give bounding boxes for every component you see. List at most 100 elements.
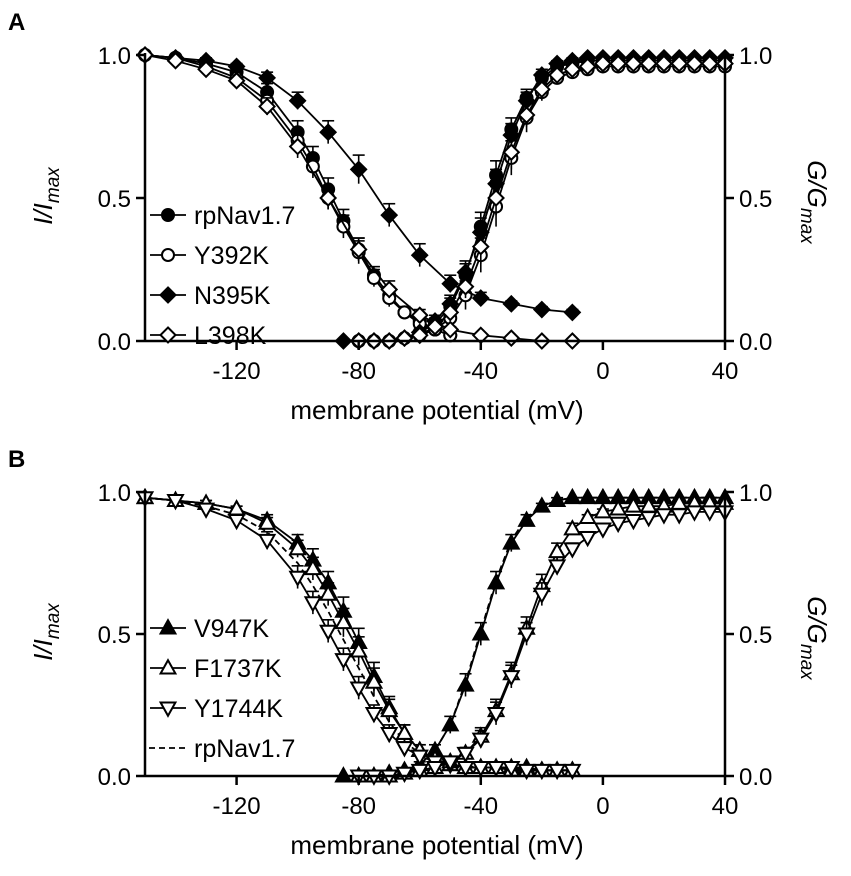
activation-fit-line [358,502,725,777]
left-y-axis-title-main: I/I [28,203,58,225]
inactivation-data-point [486,761,506,778]
activation-data-point [547,541,567,559]
activation-data-point [700,54,719,73]
inactivation-data-point [334,612,353,630]
activation-data-point [532,80,551,99]
inactivation-data-point [349,641,368,658]
right-y-tick-label: 1.0 [739,480,772,507]
panel-letter: B [8,446,25,473]
inactivation-data-point [380,726,399,744]
activation-data-point [624,54,643,73]
activation-data-point [425,761,445,778]
inactivation-data-point [319,624,338,642]
legend-marker [161,248,175,262]
activation-data-point [487,189,505,207]
legend-label: F1737K [194,655,282,683]
legend-item: rpNav1.7 [150,202,295,230]
activation-data-point [593,487,613,505]
inactivation-data-point [517,763,536,781]
x-tick-label: -120 [213,793,261,820]
activation-data-point [395,766,414,784]
legend-marker [159,286,177,304]
activation-data-point [502,670,521,687]
inactivation-data-point [166,494,185,511]
activation-data-point [410,326,429,345]
inactivation-data-point [288,137,307,156]
right-y-tick-label: 0.5 [739,622,772,649]
activation-data-point [441,303,460,322]
x-axis-title: membrane potential (mV) [290,830,583,860]
activation-data-point [517,627,536,644]
x-tick-label: -80 [341,358,376,385]
left-y-axis-title-main: I/I [28,639,58,661]
activation-data-point [624,496,643,513]
legend-item: F1737K [150,655,282,683]
activation-data-point [700,505,719,522]
activation-data-point [593,502,613,519]
legend-label: rpNav1.7 [194,202,295,230]
left-y-axis-title: I/Imax [28,602,64,661]
activation-data-point [563,60,582,79]
activation-data-point [471,732,490,749]
right-y-axis-title-main: G/G [802,160,832,208]
legend-marker [161,208,175,222]
inactivation-data-point [410,246,429,265]
inactivation-data-point [471,289,490,308]
inactivation-data-point [303,558,323,576]
activation-data-point [563,542,582,559]
legend-label: V947K [194,615,269,643]
legend-item: L398K [150,322,267,350]
x-tick-label: -120 [213,358,261,385]
activation-fit-line [358,511,725,777]
inactivation-data-point [395,723,414,740]
activation-data-point [563,519,582,536]
inactivation-data-point [227,71,246,90]
inactivation-data-point [395,741,414,758]
inactivation-data-point [288,538,307,556]
left-y-tick-label: 0.5 [98,186,131,213]
activation-data-point [593,54,612,73]
activation-data-point [685,54,704,73]
legend-marker [158,701,178,718]
activation-data-point [471,237,490,256]
legend-item: Y392K [150,242,269,270]
activation-data-point [547,490,567,507]
inactivation-data-point [502,761,521,778]
inactivation-data-point [410,749,429,766]
inactivation-data-point [334,653,353,670]
activation-data-point [441,715,460,732]
inactivation-data-point [258,97,277,116]
legend-label: N395K [194,282,271,310]
activation-data-point [471,624,490,641]
inactivation-data-point [547,763,567,781]
left-y-tick-label: 1.0 [98,43,131,70]
inactivation-data-point [471,761,490,778]
legend: rpNav1.7 Y392K N395K L398K [150,202,295,350]
inactivation-data-point [410,306,429,325]
inactivation-data-point [349,160,368,179]
inactivation-data-point [502,294,521,313]
x-tick-label: 0 [596,793,609,820]
activation-data-point [563,487,582,505]
left-y-axis-title-sub: max [43,602,64,639]
panel-b: B-120 -80 -40 0 400.0 0.00.5 0.51.0 1.0membrane… [8,446,832,860]
left-y-tick-label: 0.0 [98,329,131,356]
left-y-tick-label: 0.0 [98,764,131,791]
left-y-axis-title-sub: max [43,166,64,203]
inactivation-data-point [319,123,338,142]
panel-a: A-120 -80 -40 0 400.0 0.00.5 0.51.0 1.0membrane… [8,9,832,425]
activation-data-point [486,573,506,590]
right-y-axis-title-sub: max [796,208,817,245]
inactivation-data-point [397,305,412,320]
x-axis-title: membrane potential (mV) [290,395,583,425]
inactivation-data-point [502,329,521,348]
right-y-axis-title-sub: max [796,644,817,681]
legend-item: rpNav1.7 [149,735,295,763]
activation-data-point [639,54,658,73]
activation-data-point [578,487,597,505]
activation-data-point [426,317,444,336]
activation-data-point [609,516,628,534]
activation-data-point [456,277,475,296]
activation-data-point [517,106,536,124]
